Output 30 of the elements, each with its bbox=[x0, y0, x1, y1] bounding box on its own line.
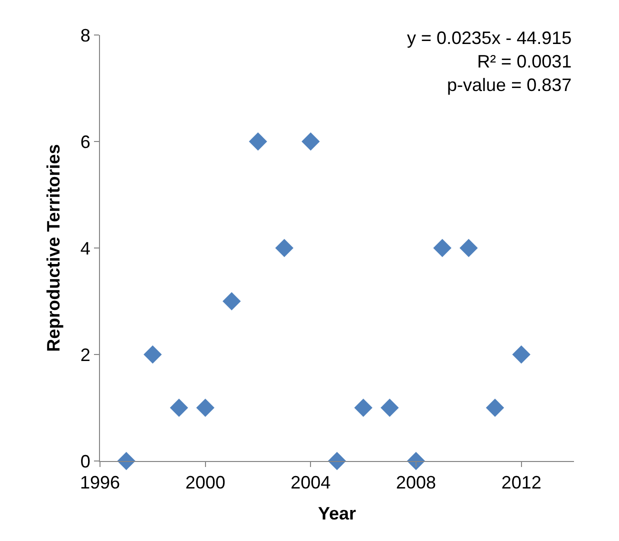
y-tick-label: 2 bbox=[80, 344, 90, 365]
point bbox=[380, 398, 399, 417]
point bbox=[196, 398, 214, 417]
point bbox=[354, 398, 372, 417]
annotation: R² = 0.0031 bbox=[477, 51, 572, 72]
x-tick-label: 2000 bbox=[185, 472, 226, 493]
point bbox=[248, 132, 268, 151]
point bbox=[406, 452, 426, 470]
point bbox=[486, 398, 504, 417]
y-tick-label: 6 bbox=[80, 132, 90, 152]
point bbox=[460, 238, 478, 258]
point bbox=[144, 345, 162, 364]
y-axis-title: Reproductive Territories bbox=[44, 144, 64, 352]
y-tick-label: 8 bbox=[80, 25, 90, 46]
annotation: p-value = 0.837 bbox=[447, 74, 572, 95]
annotation: y = 0.0235x - 44.915 bbox=[407, 28, 572, 48]
x-axis-title: Year bbox=[318, 504, 356, 524]
x-tick-label: 2012 bbox=[501, 472, 542, 493]
x-tick-label: 2004 bbox=[290, 472, 331, 493]
point bbox=[328, 452, 346, 470]
point bbox=[275, 238, 294, 258]
point bbox=[512, 345, 530, 364]
x-tick-label: 2008 bbox=[396, 472, 436, 493]
point bbox=[433, 238, 452, 258]
y-tick-label: 0 bbox=[80, 451, 90, 472]
x-tick-label: 1996 bbox=[80, 472, 120, 493]
point bbox=[222, 292, 241, 310]
point bbox=[170, 398, 188, 417]
point bbox=[302, 132, 320, 151]
y-tick-label: 4 bbox=[80, 238, 90, 258]
